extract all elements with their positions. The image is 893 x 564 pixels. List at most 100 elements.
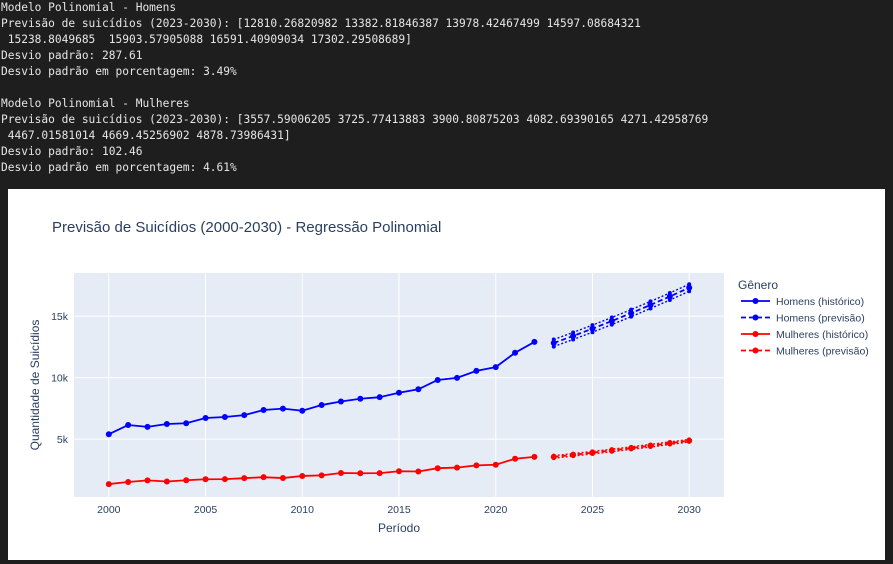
data-point[interactable]	[241, 412, 248, 419]
data-point[interactable]	[473, 367, 480, 374]
data-point[interactable]	[492, 364, 499, 371]
data-point[interactable]	[589, 325, 596, 332]
data-point[interactable]	[318, 472, 325, 479]
data-point[interactable]	[357, 395, 364, 402]
data-point[interactable]	[473, 462, 480, 469]
legend-item[interactable]: Mulheres (previsão)	[741, 346, 869, 358]
data-point[interactable]	[396, 468, 402, 475]
legend-swatch-marker	[752, 314, 759, 321]
data-point[interactable]	[221, 476, 228, 483]
data-point[interactable]	[357, 470, 364, 477]
legend-swatch-marker	[752, 331, 759, 337]
data-point[interactable]	[512, 455, 519, 462]
data-point[interactable]	[396, 389, 402, 396]
series-line[interactable]	[553, 439, 690, 458]
legend-label: Mulheres (histórico)	[776, 329, 868, 341]
data-point[interactable]	[376, 470, 383, 477]
data-point[interactable]	[570, 332, 577, 339]
data-point[interactable]	[550, 340, 557, 347]
data-point[interactable]	[105, 431, 112, 438]
chart: Previsão de Suicídios (2000-2030) - Regr…	[28, 219, 869, 535]
data-point[interactable]	[144, 477, 151, 484]
data-point[interactable]	[686, 437, 693, 444]
data-point[interactable]	[608, 318, 615, 325]
data-point[interactable]	[241, 475, 248, 482]
data-point[interactable]	[125, 478, 132, 485]
data-point[interactable]	[570, 451, 577, 458]
x-axis-label: Período	[378, 521, 420, 535]
y-tick-label: 5k	[57, 434, 69, 446]
data-point[interactable]	[492, 461, 499, 468]
data-point[interactable]	[454, 374, 461, 381]
legend-item[interactable]: Homens (previsão)	[741, 313, 865, 325]
console-line: Desvio padrão em porcentagem: 4.61%	[1, 161, 237, 174]
data-point[interactable]	[202, 476, 209, 483]
console-line: 4467.01581014 4669.45256902 4878.7398643…	[1, 129, 291, 142]
legend-swatch-marker	[752, 298, 759, 304]
series-line[interactable]	[553, 286, 690, 344]
data-point[interactable]	[163, 478, 170, 485]
data-point[interactable]	[647, 442, 654, 449]
data-point[interactable]	[337, 470, 344, 476]
chart-title: Previsão de Suicídios (2000-2030) - Regr…	[52, 219, 441, 236]
x-tick-label: 2005	[194, 504, 218, 516]
band-upper-line	[553, 283, 690, 341]
series	[105, 284, 693, 488]
console-line: Modelo Polinomial - Mulheres	[1, 97, 190, 110]
y-tick-label: 10k	[51, 373, 69, 385]
legend-label: Homens (previsão)	[776, 313, 865, 325]
data-point[interactable]	[260, 474, 267, 481]
y-tick-label: 15k	[51, 311, 69, 323]
y-axis-label: Quantidade de Suicídios	[28, 320, 42, 451]
data-point[interactable]	[299, 407, 306, 414]
data-point[interactable]	[512, 349, 519, 356]
data-point[interactable]	[686, 284, 693, 291]
legend-label: Homens (histórico)	[776, 296, 864, 308]
console-line: 15238.8049685 15903.57905088 16591.40909…	[1, 33, 412, 46]
data-point[interactable]	[318, 402, 325, 409]
data-point[interactable]	[415, 468, 422, 475]
data-point[interactable]	[221, 414, 228, 420]
data-point[interactable]	[202, 414, 209, 421]
data-point[interactable]	[531, 338, 538, 345]
data-point[interactable]	[666, 440, 673, 447]
data-point[interactable]	[434, 376, 441, 383]
data-point[interactable]	[589, 449, 596, 456]
legend-item[interactable]: Homens (histórico)	[741, 296, 864, 308]
data-point[interactable]	[183, 477, 190, 484]
data-point[interactable]	[608, 447, 615, 454]
x-axis-ticks: 2000 2005 2010 2015 2020 2025 2030	[97, 504, 701, 516]
legend-label: Mulheres (previsão)	[776, 346, 869, 358]
legend-item[interactable]: Mulheres (histórico)	[741, 329, 868, 341]
console-line: Desvio padrão: 102.46	[1, 145, 143, 158]
data-point[interactable]	[376, 394, 383, 401]
data-point[interactable]	[299, 472, 306, 479]
data-point[interactable]	[454, 464, 461, 471]
data-point[interactable]	[415, 386, 422, 393]
data-point[interactable]	[550, 453, 557, 460]
grid	[74, 273, 724, 497]
y-axis-ticks: 5k 10k 15k	[51, 311, 69, 446]
x-tick-label: 2000	[97, 504, 121, 516]
console-line: Previsão de suicídios (2023-2030): [1281…	[1, 17, 641, 30]
data-point[interactable]	[628, 445, 635, 452]
data-point[interactable]	[337, 398, 344, 405]
data-point[interactable]	[163, 421, 170, 428]
data-point[interactable]	[279, 405, 286, 412]
band-lower-line	[553, 441, 690, 459]
data-point[interactable]	[105, 481, 112, 488]
data-point[interactable]	[144, 423, 151, 430]
data-point[interactable]	[647, 301, 654, 308]
console-line	[0, 80, 893, 96]
data-point[interactable]	[279, 475, 286, 482]
data-point[interactable]	[666, 293, 673, 300]
data-point[interactable]	[183, 420, 190, 427]
data-point[interactable]	[434, 465, 441, 472]
data-point[interactable]	[125, 422, 132, 428]
x-tick-label: 2010	[291, 504, 315, 516]
data-point[interactable]	[531, 453, 538, 460]
data-point[interactable]	[628, 310, 635, 317]
legend: Gênero Homens (histórico) Homens (previsã…	[738, 278, 869, 358]
data-point[interactable]	[260, 406, 267, 413]
console-output: Modelo Polinomial - Homens Previsão de su…	[0, 0, 893, 188]
